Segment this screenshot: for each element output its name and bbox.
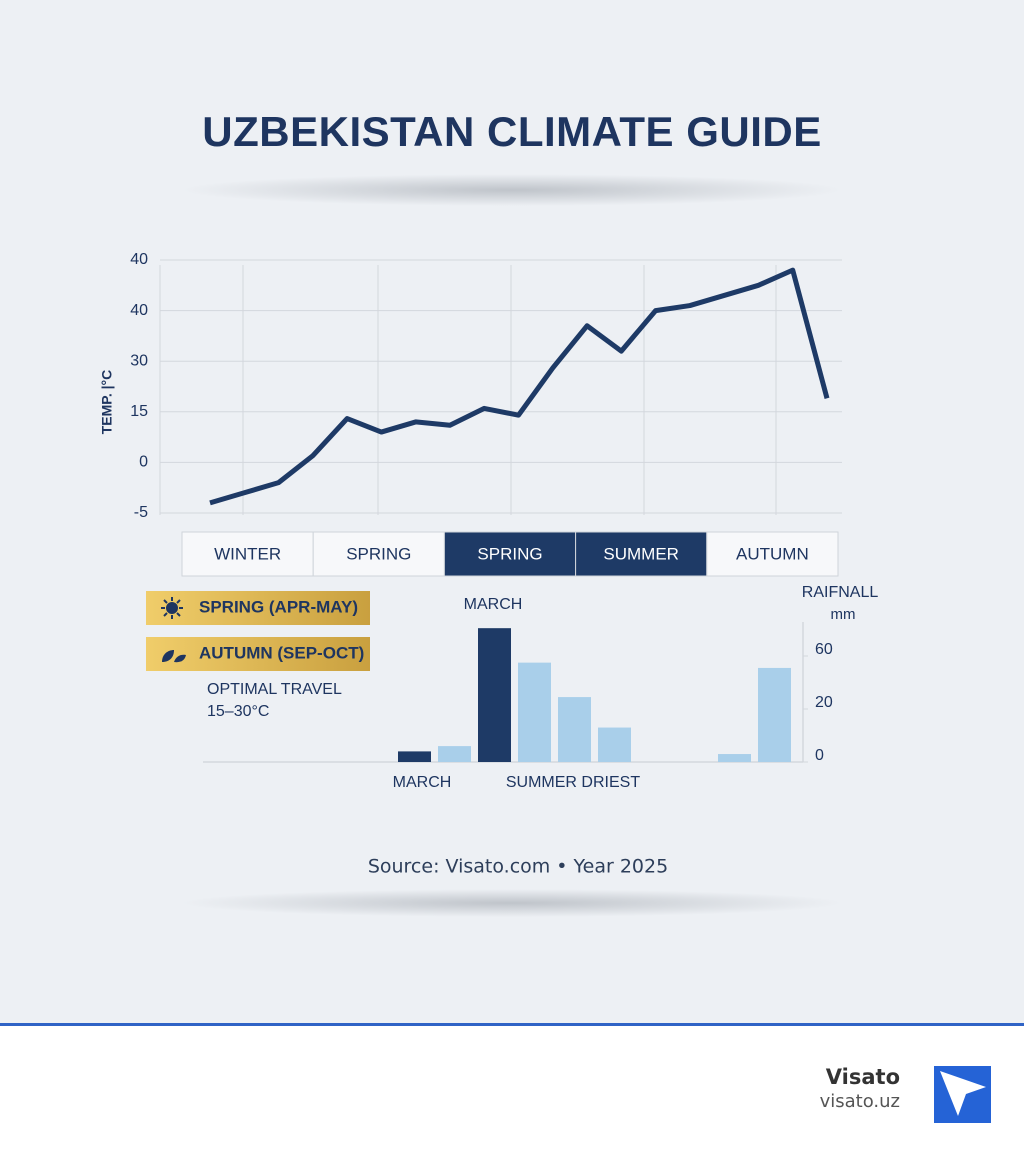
footer <box>0 1024 1024 1154</box>
brand: Visato <box>826 1065 900 1089</box>
legend-badge <box>146 637 370 671</box>
annotation: MARCH <box>464 596 523 613</box>
y2-tick-label: 60 <box>815 641 833 658</box>
season-label: WINTER <box>214 544 281 563</box>
y-tick-label: -5 <box>134 504 148 521</box>
season-grid <box>159 265 777 515</box>
bar <box>478 628 511 762</box>
legend-label: AUTUMN (SEP-OCT) <box>199 643 364 662</box>
y2-tick-label: 0 <box>815 747 824 764</box>
season-label: SPRING <box>346 544 411 563</box>
title: UZBEKISTAN CLIMATE GUIDE <box>202 108 821 155</box>
y-tick-label: 40 <box>130 302 148 319</box>
note: OPTIMAL TRAVEL <box>207 681 342 698</box>
season-cell <box>443 531 577 577</box>
season-cell <box>312 531 445 577</box>
bar <box>558 697 591 762</box>
legend-label: SPRING (APR-MAY) <box>199 597 358 616</box>
temperature-line <box>209 267 830 506</box>
leaf-icon <box>162 650 186 663</box>
season-cell <box>575 531 708 577</box>
bar <box>758 667 791 762</box>
bar <box>718 754 751 762</box>
sun-icon <box>161 597 183 619</box>
season-cell <box>181 531 314 577</box>
logo <box>934 1066 991 1123</box>
source: Source: Visato.com • Year 2025 <box>368 856 668 878</box>
bar <box>598 727 631 762</box>
y-tick-label: 0 <box>139 454 148 471</box>
season-label: AUTUMN <box>736 544 809 563</box>
footer-rule <box>0 1023 1024 1026</box>
title-shadow <box>182 174 842 206</box>
note: 15–30°C <box>207 703 269 720</box>
bar <box>518 662 551 762</box>
rainfall-label: RAIFNALL <box>802 584 879 601</box>
season-label: SUMMER <box>603 544 679 563</box>
y-axis-label: TEMP. |°C <box>99 370 115 435</box>
y-tick-label: 40 <box>130 251 148 268</box>
background <box>0 0 1024 1024</box>
legend-badge <box>146 591 370 625</box>
annotation: MARCH <box>393 774 452 791</box>
y-tick-label: 15 <box>130 403 148 420</box>
season-label: SPRING <box>477 544 542 563</box>
source-shadow <box>182 889 842 917</box>
bar <box>438 746 471 762</box>
y2-tick-label: 20 <box>815 694 833 711</box>
y-tick-label: 30 <box>130 352 148 369</box>
bar <box>398 751 431 762</box>
annotation: SUMMER DRIEST <box>506 774 640 791</box>
season-cell <box>706 531 839 577</box>
brand-url: visato.uz <box>820 1091 900 1112</box>
rainfall-unit: mm <box>831 606 856 623</box>
